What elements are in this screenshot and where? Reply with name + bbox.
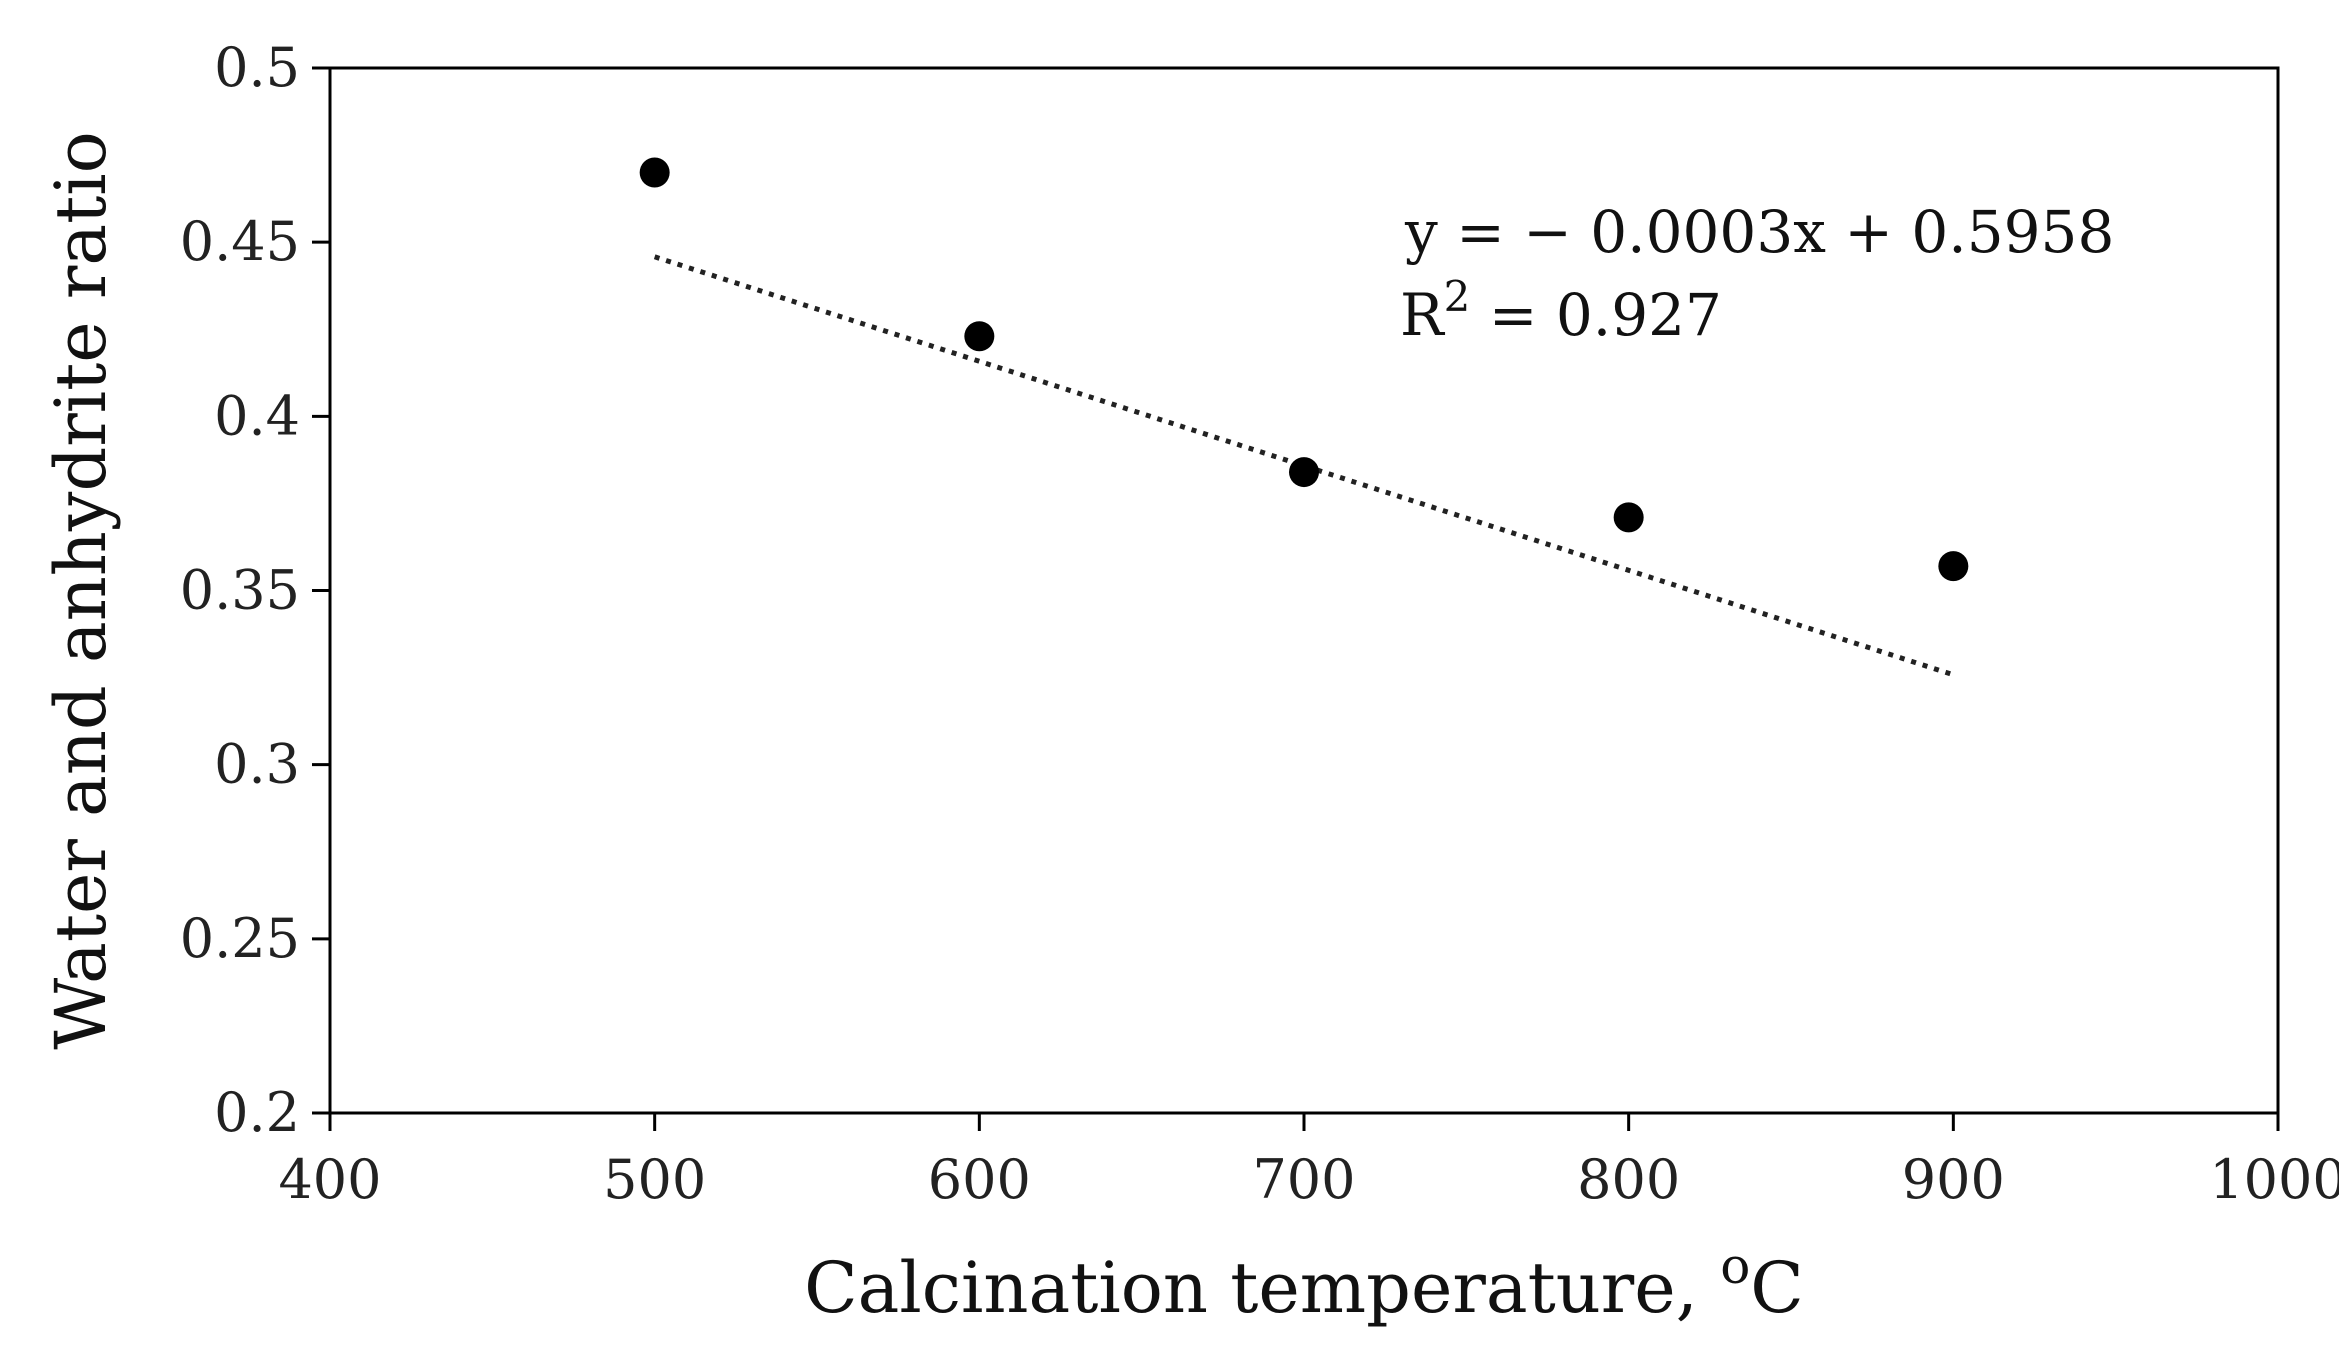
ticks: 400 500 600 700 800 900 1000 0.2 0.25 0.3 0.35 0.4 0… xyxy=(180,36,2339,1211)
y-tick-label: 0.3 xyxy=(214,733,300,796)
data-point xyxy=(1289,457,1319,488)
y-tick-label: 0.35 xyxy=(180,559,300,622)
y-tick-label: 0.2 xyxy=(214,1081,300,1144)
y-tick-label: 0.45 xyxy=(180,210,300,273)
x-tick-label: 400 xyxy=(278,1148,381,1211)
data-points xyxy=(639,157,1969,582)
y-tick-label: 0.25 xyxy=(180,907,300,970)
y-tick-label: 0.5 xyxy=(214,36,300,99)
x-axis-unit: C xyxy=(1750,1247,1804,1329)
x-tick-label: 500 xyxy=(603,1148,706,1211)
r-squared-prefix: R xyxy=(1400,281,1446,349)
x-axis-title: Calcination temperature, oC xyxy=(804,1237,1804,1329)
r-squared-value: = 0.927 xyxy=(1470,281,1722,349)
data-point xyxy=(639,157,670,188)
x-tick-label: 900 xyxy=(1902,1148,2005,1211)
x-axis-unit-degree: o xyxy=(1720,1237,1750,1295)
y-tick-label: 0.4 xyxy=(214,384,300,447)
y-axis-title: Water and anhydrite ratio xyxy=(40,131,122,1050)
x-tick-label: 700 xyxy=(1252,1148,1355,1211)
data-point xyxy=(964,321,995,352)
data-point xyxy=(1938,551,1969,582)
x-tick-label: 600 xyxy=(928,1148,1031,1211)
x-axis-title-text: Calcination temperature, xyxy=(804,1247,1720,1329)
data-point xyxy=(1613,502,1644,533)
r-squared-label: R2 = 0.927 xyxy=(1400,272,1722,350)
x-tick-label: 1000 xyxy=(2209,1148,2339,1211)
x-tick-label: 800 xyxy=(1577,1148,1680,1211)
r-squared-superscript: 2 xyxy=(1444,272,1471,321)
trendline-equation: y = − 0.0003x + 0.5958 xyxy=(1404,198,2114,266)
